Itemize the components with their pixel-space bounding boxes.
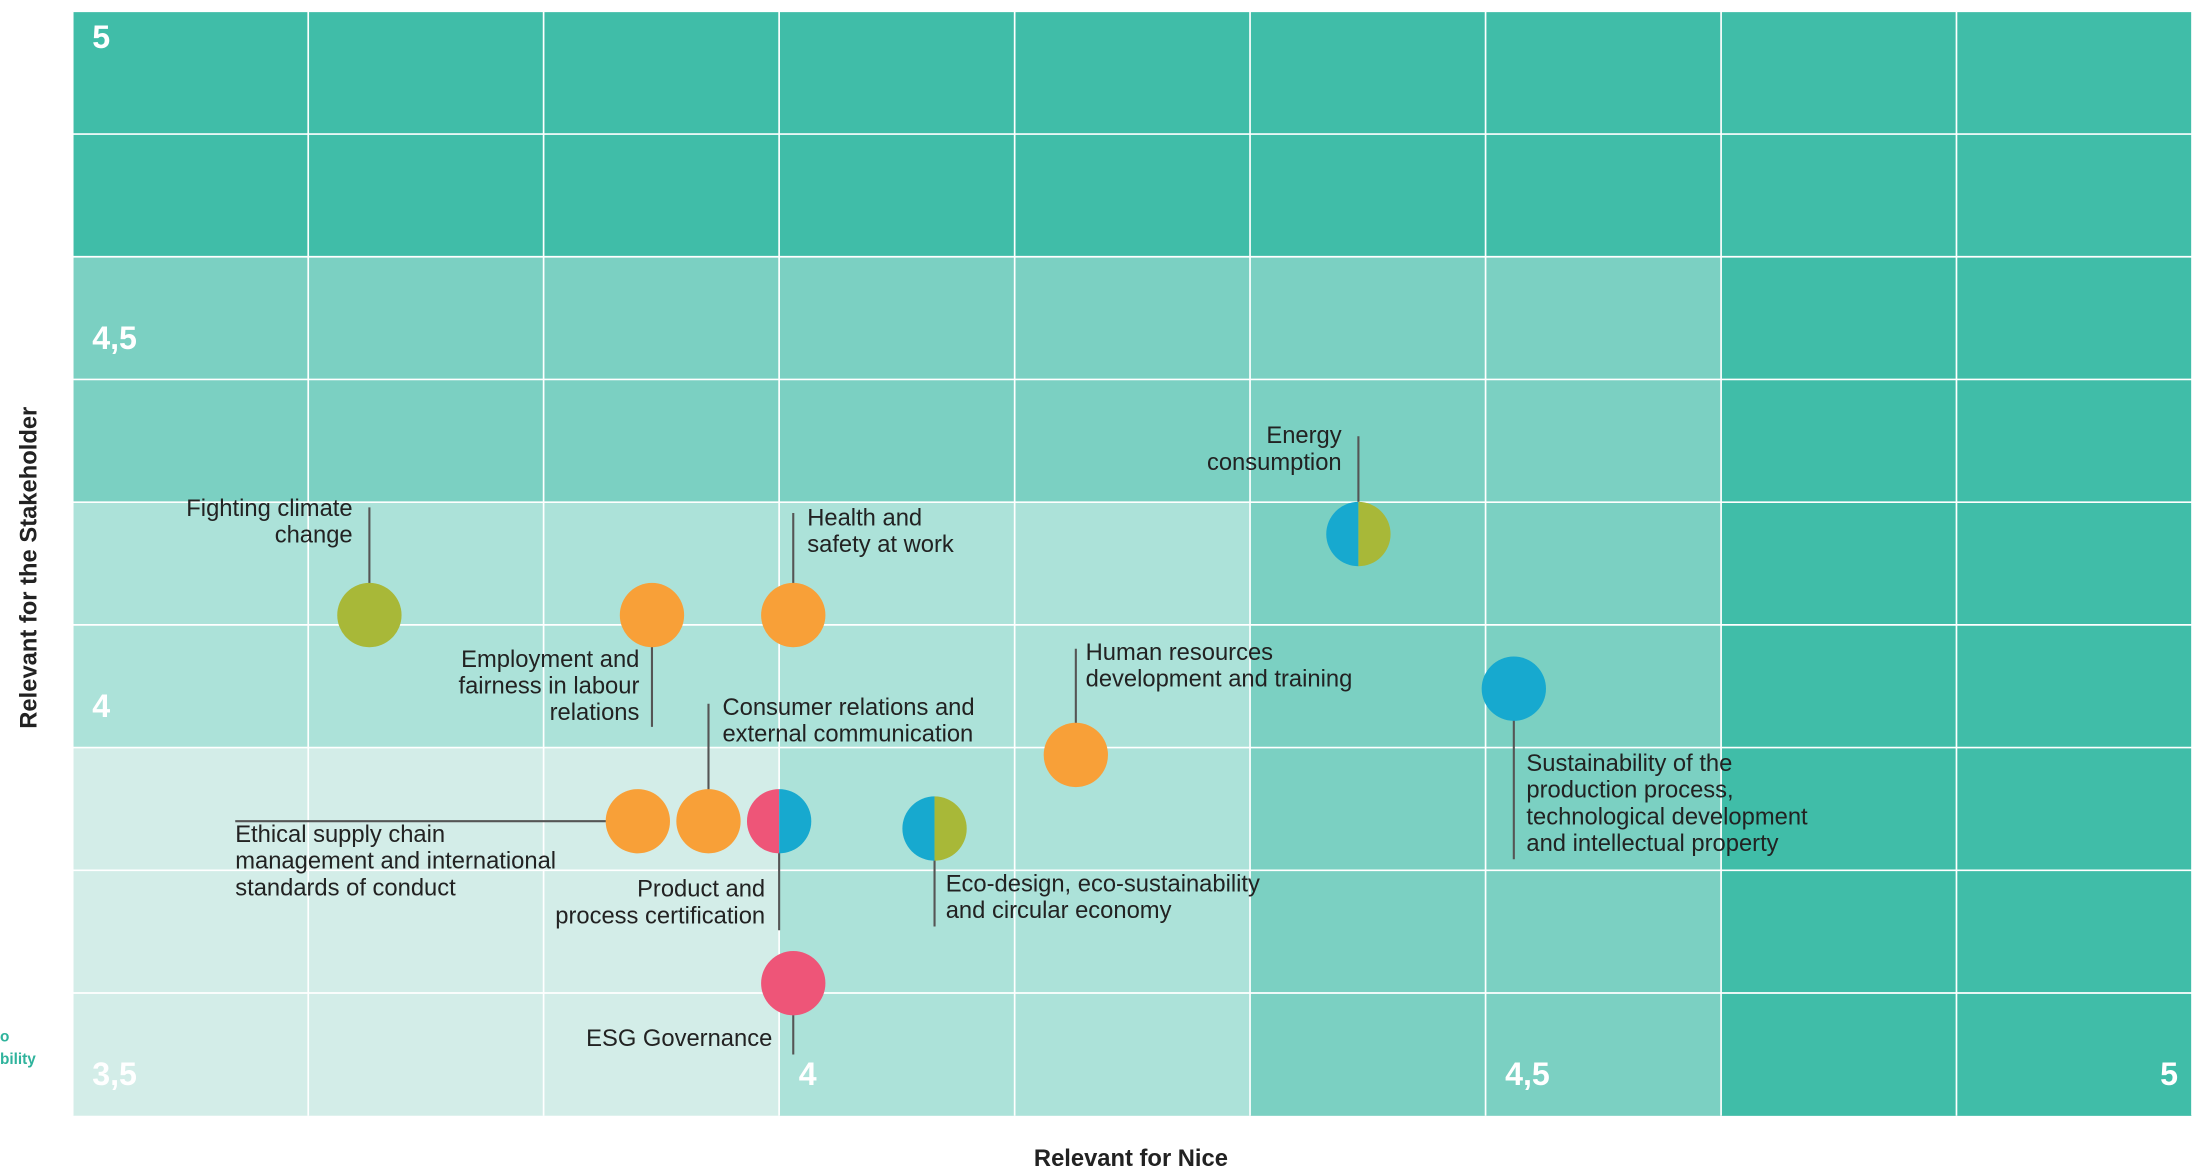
y-axis-label: Relevant for the Stakeholder [15, 407, 42, 729]
point-label: Energy [1266, 422, 1341, 449]
point-circle [761, 951, 826, 1016]
point-circle [605, 789, 670, 854]
point-circle [337, 582, 402, 648]
point-label: technological development [1526, 803, 1808, 830]
point-label: and circular economy [946, 897, 1172, 924]
point [761, 582, 826, 648]
x-tick-label: 5 [2160, 1056, 2178, 1092]
point [902, 796, 967, 861]
point-circle [619, 582, 685, 648]
point-circle [1043, 722, 1108, 788]
point-half [902, 796, 935, 861]
point-label: Consumer relations and [722, 694, 974, 721]
point-label: Eco-design, eco-sustainability [946, 870, 1260, 897]
x-tick-label: 4,5 [1505, 1056, 1550, 1092]
point [337, 582, 402, 648]
point-half [1326, 501, 1359, 567]
point-circle [1481, 656, 1546, 721]
y-tick-label: 5 [92, 19, 110, 55]
point-label: Employment and [461, 646, 639, 673]
point-label: Health and [807, 505, 922, 532]
point-label: standards of conduct [235, 874, 456, 901]
point-label: production process, [1526, 777, 1733, 804]
x-tick-label: 3,5 [92, 1056, 137, 1092]
point [1043, 722, 1108, 788]
point-label: ESG Governance [586, 1025, 772, 1052]
point-half [934, 796, 967, 861]
point-half [746, 789, 780, 854]
point-label: Sustainability of the [1526, 750, 1732, 777]
point-label: management and international [235, 848, 556, 875]
point-label: external communication [722, 721, 973, 748]
zones [72, 11, 2192, 1116]
point [605, 789, 670, 854]
point [1481, 656, 1546, 721]
point [761, 951, 826, 1016]
point-label: consumption [1207, 449, 1342, 476]
x-tick-label: 4 [799, 1056, 817, 1092]
cropped-text: bility [0, 1051, 36, 1068]
point-circle [761, 582, 826, 648]
point-label: safety at work [807, 531, 954, 558]
point-half [1358, 501, 1391, 567]
point-label: development and training [1086, 665, 1353, 692]
point [619, 582, 685, 648]
y-tick-label: 4,5 [92, 320, 137, 356]
point-label: fairness in labour [459, 672, 640, 699]
point-label: process certification [555, 902, 765, 929]
point-label: and intellectual property [1526, 830, 1778, 857]
point [676, 789, 741, 854]
cropped-text: o [0, 1029, 9, 1046]
y-tick-label: 4 [92, 688, 110, 724]
ticks: 3,5 4 4,5 5 4 4,5 5 [92, 19, 2178, 1092]
point-label: Human resources [1086, 639, 1274, 666]
grid [71, 10, 2192, 1116]
point [1326, 501, 1391, 567]
point-label: change [275, 521, 353, 548]
point-label: relations [550, 699, 640, 726]
x-axis-label: Relevant for Nice [1034, 1145, 1228, 1169]
point-label: Product and [637, 876, 765, 903]
point-circle [676, 789, 741, 854]
point-half [779, 789, 812, 854]
point [746, 789, 812, 854]
point-label: Ethical supply chain [235, 821, 445, 848]
point-label: Fighting climate [186, 495, 352, 522]
